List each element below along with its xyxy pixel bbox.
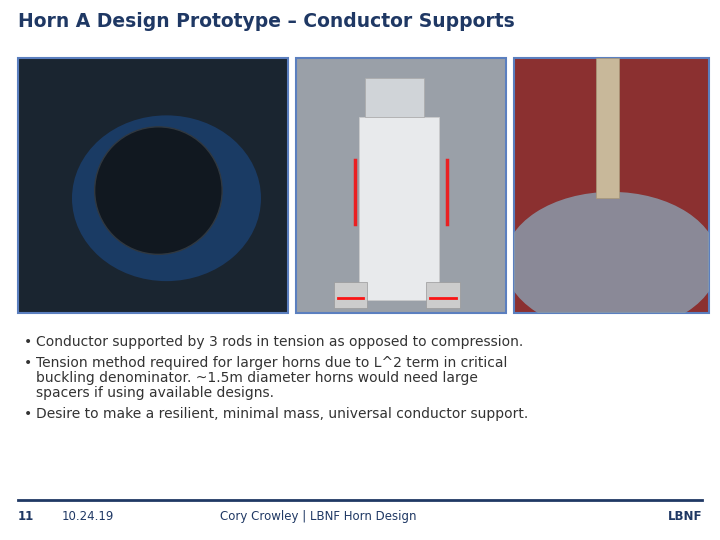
Text: spacers if using available designs.: spacers if using available designs. [36, 387, 274, 401]
Bar [18, 58, 288, 313]
Bar [365, 78, 424, 117]
Text: Desire to make a resilient, minimal mass, universal conductor support.: Desire to make a resilient, minimal mass… [36, 407, 528, 421]
Circle shape [94, 127, 222, 254]
Text: LBNF: LBNF [667, 510, 702, 523]
Bar [514, 58, 709, 313]
Text: 10.24.19: 10.24.19 [62, 510, 114, 523]
Bar [596, 58, 619, 198]
Text: •: • [24, 335, 32, 349]
Ellipse shape [72, 116, 261, 281]
Text: •: • [24, 355, 32, 369]
Text: Horn A Design Prototype – Conductor Supports: Horn A Design Prototype – Conductor Supp… [18, 12, 515, 31]
Text: Conductor supported by 3 rods in tension as opposed to compression.: Conductor supported by 3 rods in tension… [36, 335, 523, 349]
Text: 11: 11 [18, 510, 35, 523]
Text: •: • [24, 407, 32, 421]
Text: buckling denominator. ~1.5m diameter horns would need large: buckling denominator. ~1.5m diameter hor… [36, 371, 478, 385]
Bar [359, 117, 438, 300]
Bar [334, 282, 367, 308]
Text: Cory Crowley | LBNF Horn Design: Cory Crowley | LBNF Horn Design [220, 510, 416, 523]
Text: Tension method required for larger horns due to L^2 term in critical: Tension method required for larger horns… [36, 355, 508, 369]
Ellipse shape [504, 192, 719, 332]
Bar [426, 282, 460, 308]
Bar [296, 58, 506, 313]
